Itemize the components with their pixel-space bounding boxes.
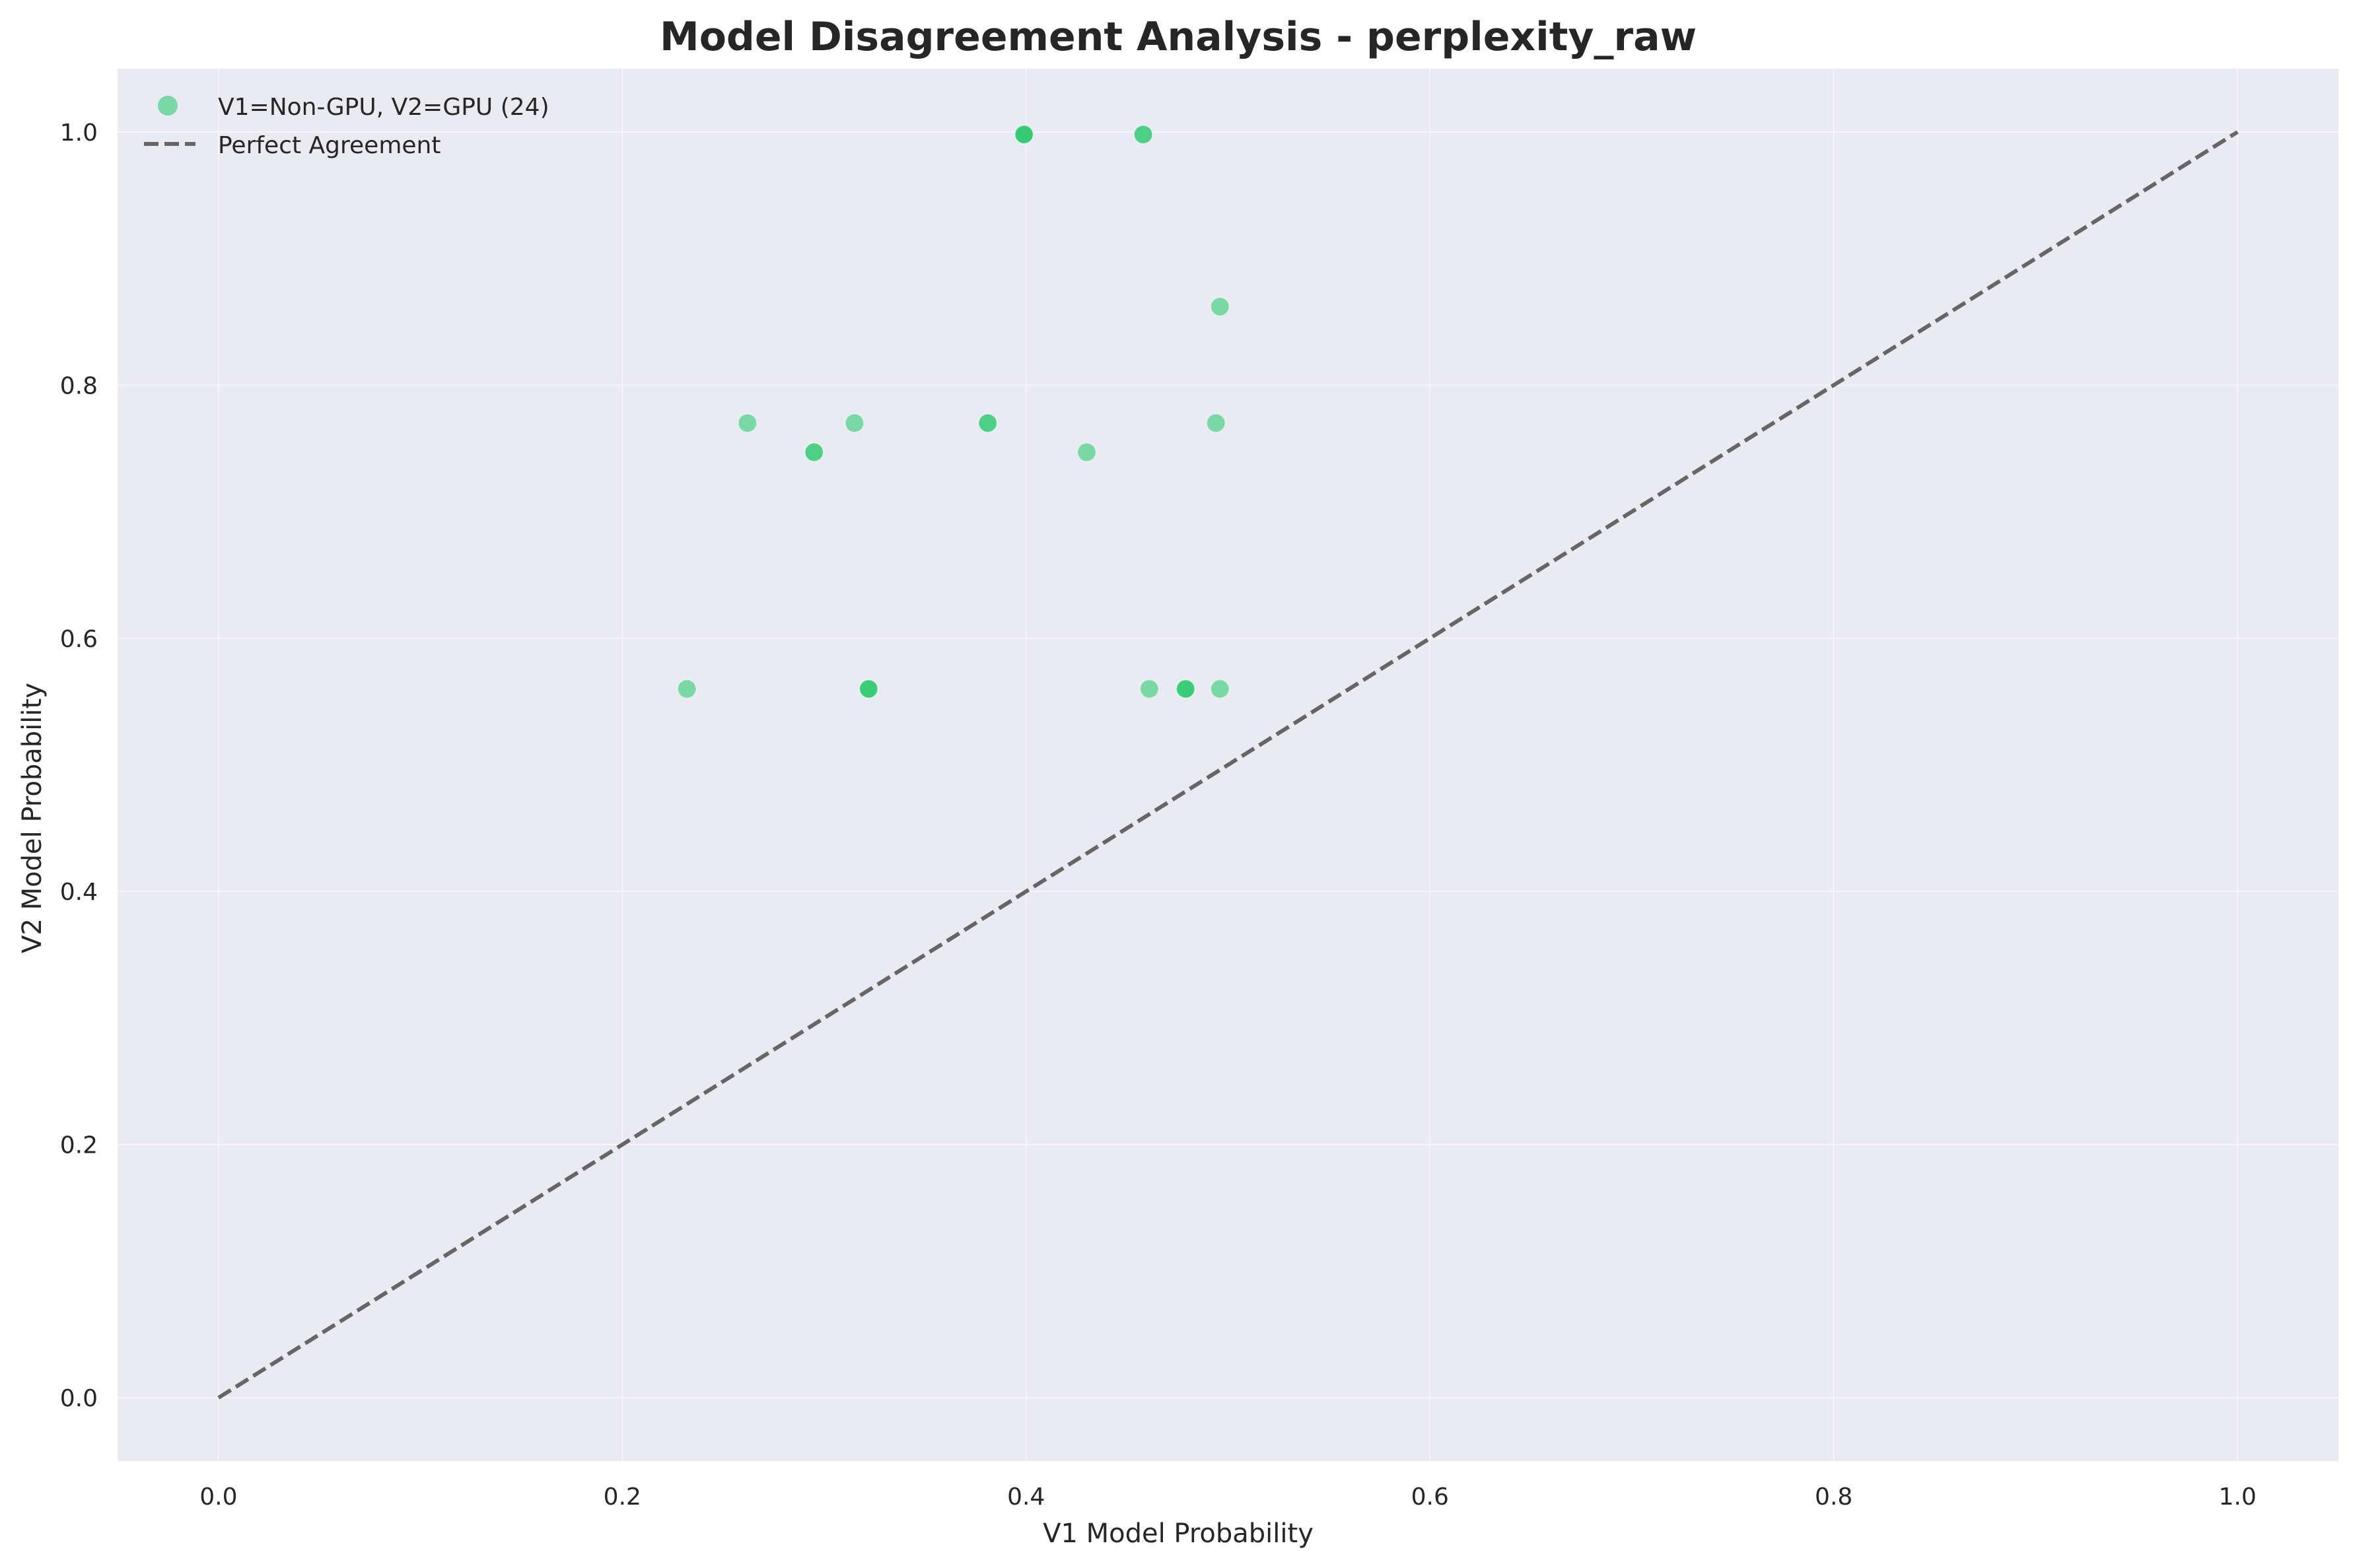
x-axis-label: V1 Model Probability — [1043, 1518, 1314, 1549]
x-tick-label: 0.2 — [604, 1483, 641, 1511]
scatter-points — [677, 124, 1230, 699]
legend-label-reference: Perfect Agreement — [218, 132, 440, 159]
data-point — [1210, 296, 1230, 317]
data-point — [1014, 124, 1034, 145]
y-tick-label: 0.6 — [60, 626, 98, 653]
data-point — [1133, 124, 1154, 145]
x-tick-label: 0.0 — [199, 1483, 237, 1511]
legend-marker-scatter — [158, 96, 178, 116]
x-tick-label: 0.4 — [1007, 1483, 1045, 1511]
data-point — [859, 679, 879, 699]
perfect-agreement-line — [217, 130, 2239, 1400]
y-tick-label: 0.2 — [60, 1132, 98, 1159]
y-tick-label: 0.8 — [60, 372, 98, 399]
data-point — [1210, 679, 1230, 699]
legend: V1=Non-GPU, V2=GPU (24) Perfect Agreemen… — [144, 94, 549, 159]
data-point — [737, 413, 757, 433]
data-point — [977, 413, 998, 433]
y-axis-label: V2 Model Probability — [17, 683, 48, 953]
x-tick-label: 0.6 — [1411, 1483, 1449, 1511]
legend-label-scatter: V1=Non-GPU, V2=GPU (24) — [218, 94, 549, 121]
data-point — [1206, 413, 1226, 433]
tick-labels: 0.0 0.2 0.4 0.6 0.8 1.0 0.0 0.2 0.4 0.6 0.8 1.0 — [60, 119, 2257, 1511]
y-tick-label: 0.4 — [60, 879, 98, 906]
grid-lines — [118, 69, 2339, 1461]
reference-line-layer — [217, 130, 2239, 1400]
data-point — [1076, 442, 1097, 462]
data-point — [844, 413, 864, 433]
x-tick-label: 0.8 — [1815, 1483, 1852, 1511]
x-tick-label: 1.0 — [2219, 1483, 2257, 1511]
data-point — [804, 442, 824, 462]
data-point — [1139, 679, 1160, 699]
y-tick-label: 1.0 — [60, 119, 98, 147]
data-point — [677, 679, 697, 699]
y-tick-label: 0.0 — [60, 1385, 98, 1412]
data-point — [1176, 679, 1196, 699]
chart-title: Model Disagreement Analysis - perplexity… — [660, 14, 1697, 60]
